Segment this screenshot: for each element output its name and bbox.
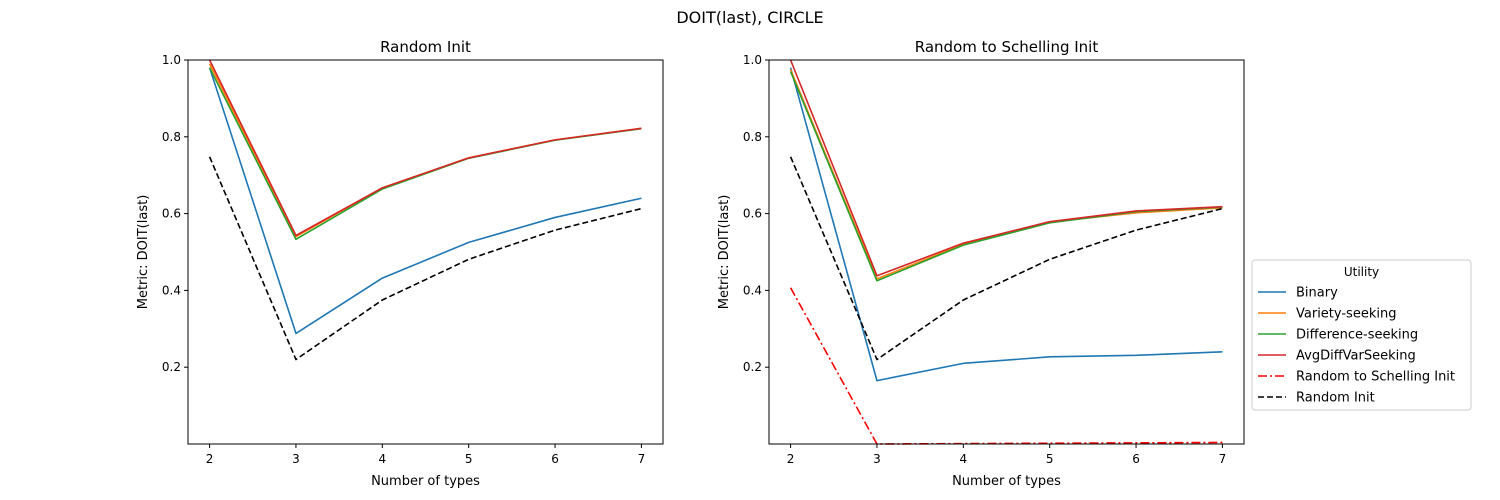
x-axis-label: Number of types xyxy=(371,474,480,489)
y-tick-label: 0.2 xyxy=(743,360,762,374)
subplot-title: Random to Schelling Init xyxy=(915,38,1099,56)
legend: Utility Binary Variety-seeking Difference-s… xyxy=(1251,259,1472,411)
series-line-binary xyxy=(789,67,1223,382)
x-tick-label: 7 xyxy=(638,452,646,466)
axes-frame xyxy=(768,59,1245,445)
legend-label: Random Init xyxy=(1296,391,1375,406)
axes-frame xyxy=(187,59,664,445)
x-axis-label: Number of types xyxy=(952,474,1061,489)
y-tick-label: 0.4 xyxy=(162,283,181,297)
y-tick-label: 1.0 xyxy=(743,53,762,67)
subplots: 2 3 4 5 6 7 0.2 0.4 0.6 0.8 1.0 Random Init Number o… xyxy=(136,38,1245,489)
y-axis-label: Metric: DOIT(last) xyxy=(136,195,151,310)
x-tick-label: 5 xyxy=(465,452,473,466)
y-tick-label: 0.6 xyxy=(162,207,181,221)
y-tick-label: 0.8 xyxy=(162,130,181,144)
legend-label: AvgDiffVarSeeking xyxy=(1296,349,1416,364)
legend-label: Random to Schelling Init xyxy=(1296,370,1455,385)
x-tick-label: 3 xyxy=(873,452,881,466)
y-tick-label: 0.8 xyxy=(743,130,762,144)
series-line-random-init xyxy=(789,156,1223,361)
legend-label: Binary xyxy=(1296,286,1338,301)
series-line-avgdiffvarseeking xyxy=(208,59,642,237)
legend-title: Utility xyxy=(1344,265,1379,279)
figure-suptitle: DOIT(last), CIRCLE xyxy=(676,8,823,27)
x-tick-label: 7 xyxy=(1219,452,1227,466)
legend-box xyxy=(1251,259,1472,411)
series-line-random-init xyxy=(208,156,642,361)
x-tick-label: 4 xyxy=(959,452,967,466)
x-tick-label: 6 xyxy=(1132,452,1140,466)
x-tick-label: 3 xyxy=(292,452,300,466)
x-tick-label: 2 xyxy=(787,452,795,466)
x-tick-label: 5 xyxy=(1046,452,1054,466)
y-axis-label: Metric: DOIT(last) xyxy=(717,195,732,310)
subplot-title: Random Init xyxy=(380,38,471,56)
series-line-binary xyxy=(208,67,642,335)
y-tick-label: 1.0 xyxy=(162,53,181,67)
legend-label: Difference-seeking xyxy=(1296,328,1418,343)
x-tick-label: 4 xyxy=(378,452,386,466)
legend-label: Variety-seeking xyxy=(1296,307,1396,322)
subplot-2: 2 3 4 5 6 7 0.2 0.4 0.6 0.8 1.0 Random to Schelling… xyxy=(717,38,1245,489)
subplot-1: 2 3 4 5 6 7 0.2 0.4 0.6 0.8 1.0 Random Init Number o… xyxy=(136,38,664,489)
x-tick-label: 6 xyxy=(551,452,559,466)
y-tick-label: 0.2 xyxy=(162,360,181,374)
series-line-random-to-schelling-init xyxy=(789,287,1223,445)
y-tick-label: 0.6 xyxy=(743,207,762,221)
x-tick-label: 2 xyxy=(206,452,214,466)
y-tick-label: 0.4 xyxy=(743,283,762,297)
series-line-avgdiffvarseeking xyxy=(789,59,1223,277)
